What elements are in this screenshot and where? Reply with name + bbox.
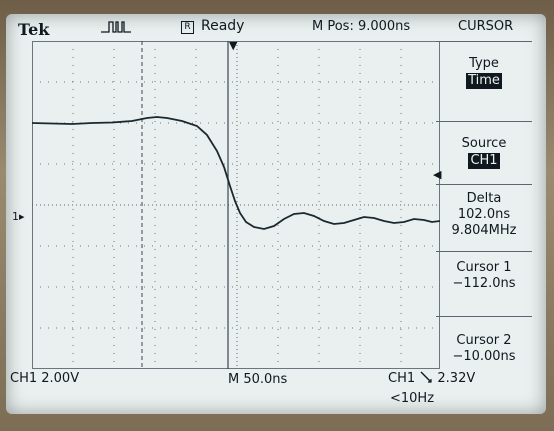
run-indicator: R [181, 21, 194, 34]
menu-item-label: Delta [466, 191, 502, 206]
falling-edge-icon [420, 371, 432, 383]
ch1-ground-marker: 1▸ [12, 210, 25, 223]
ch1-volts-per-div: CH1 2.00V [10, 371, 80, 386]
menu-item-label: Source [461, 136, 507, 151]
menu-item-type[interactable]: Type Time [436, 41, 532, 111]
cursor-menu-panel: Type Time Source CH1 Delta 102.0ns 9.804… [430, 41, 540, 369]
acquisition-status: Ready [201, 18, 245, 34]
trigger-channel: CH1 [388, 371, 416, 386]
graticule-grid [32, 41, 440, 369]
tek-logo: Tek [18, 20, 50, 39]
ch1-waveform-trace [32, 116, 440, 230]
menu-title: CURSOR [458, 19, 514, 34]
delta-time-value: 102.0ns [457, 207, 511, 222]
menu-item-source[interactable]: Source CH1 [436, 121, 532, 181]
menu-item-value: −112.0ns [452, 276, 516, 291]
trigger-frequency: <10Hz [390, 391, 435, 406]
trigger-position-marker: ▼ [229, 39, 238, 52]
timebase-readout: M 50.0ns [228, 372, 288, 387]
oscilloscope-screen: Tek R Ready M Pos: 9.000ns CURSOR [6, 14, 546, 414]
trigger-level-marker: ◀ [433, 168, 442, 181]
menu-item-label: Cursor 2 [456, 333, 512, 348]
menu-item-value: CH1 [468, 153, 500, 169]
horizontal-position: M Pos: 9.000ns [312, 19, 411, 34]
menu-item-label: Type [469, 56, 499, 71]
menu-item-cursor-2[interactable]: Cursor 2 −10.00ns [436, 316, 532, 376]
pulse-waveform-icon [101, 21, 131, 33]
status-bar: CH1 2.00V M 50.0ns CH1 2.32V <10Hz [6, 369, 546, 414]
trigger-level-value: 2.32V [437, 371, 476, 386]
menu-item-value: Time [466, 73, 502, 89]
menu-item-cursor-1[interactable]: Cursor 1 −112.0ns [436, 251, 532, 311]
menu-item-delta: Delta 102.0ns 9.804MHz [436, 184, 532, 244]
menu-item-value: −10.00ns [452, 349, 516, 364]
trigger-readout: CH1 2.32V [388, 371, 475, 386]
waveform-display [32, 41, 440, 369]
menu-item-label: Cursor 1 [456, 260, 512, 275]
delta-frequency-value: 9.804MHz [451, 223, 517, 238]
